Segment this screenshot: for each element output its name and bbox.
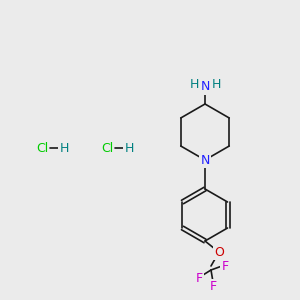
Text: N: N [200,154,210,166]
Text: H: H [211,77,221,91]
Text: H: H [124,142,134,154]
Text: Cl: Cl [36,142,48,154]
Text: F: F [221,260,229,272]
Text: O: O [214,245,224,259]
Text: N: N [200,80,210,94]
Text: H: H [59,142,69,154]
Text: H: H [189,77,199,91]
Text: F: F [209,280,217,292]
Text: Cl: Cl [101,142,113,154]
Text: F: F [195,272,203,284]
